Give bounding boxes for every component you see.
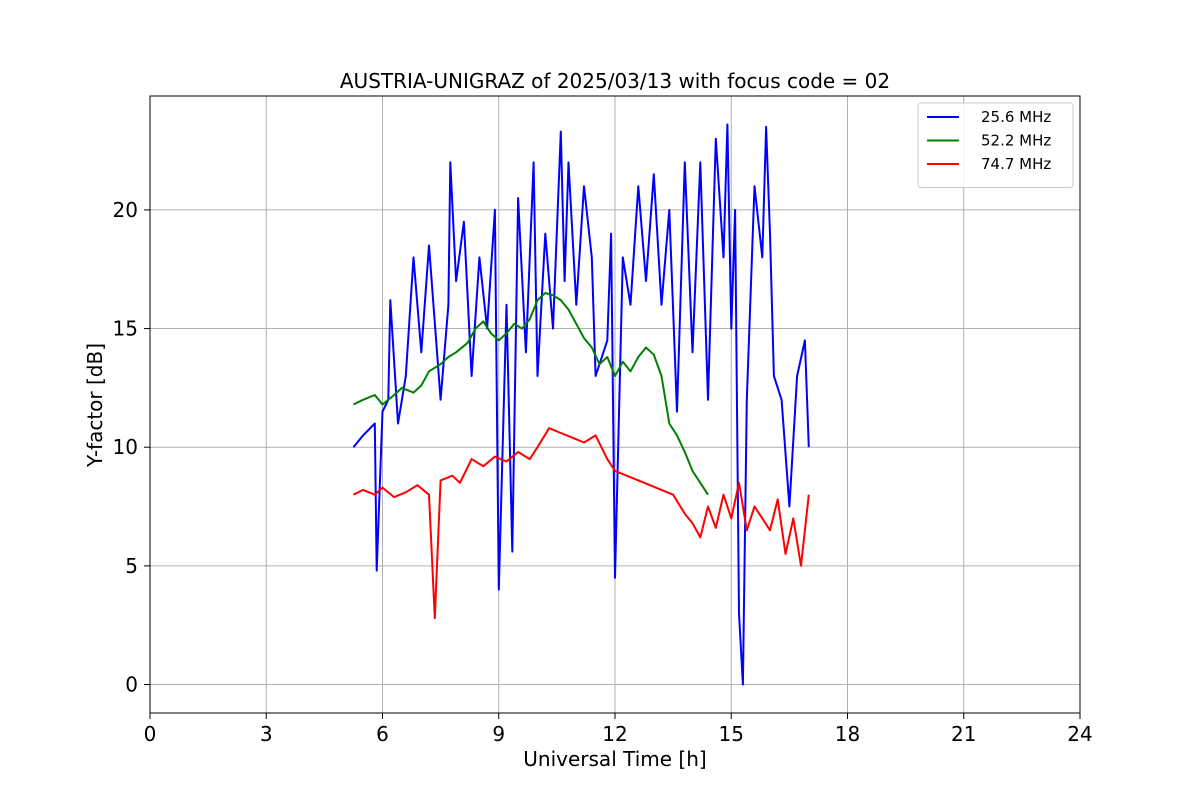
series-line-1 xyxy=(352,123,810,686)
y-axis-label: Y-factor [dB] xyxy=(83,343,107,468)
y-tick-label: 20 xyxy=(113,198,138,222)
axis-ticks: 0 3 6 9 12 15 18 21 24 0 5 10 15 20 xyxy=(113,198,1093,746)
legend-label: 74.7 MHz xyxy=(981,155,1051,173)
legend-label: 25.6 MHz xyxy=(981,108,1051,126)
y-tick-label: 0 xyxy=(125,673,138,697)
y-tick-label: 15 xyxy=(113,317,138,341)
legend-label: 52.2 MHz xyxy=(981,132,1051,150)
y-tick-label: 10 xyxy=(113,435,138,459)
y-tick-label: 5 xyxy=(125,554,138,578)
series-line-3 xyxy=(352,427,810,620)
x-tick-label: 15 xyxy=(719,722,744,746)
legend: 25.6 MHz 52.2 MHz 74.7 MHz xyxy=(917,102,1074,188)
x-tick-label: 18 xyxy=(835,722,860,746)
x-tick-label: 9 xyxy=(492,722,505,746)
series-line-2 xyxy=(352,292,709,496)
legend-box xyxy=(917,102,1074,188)
x-axis-label: Universal Time [h] xyxy=(523,747,706,771)
x-tick-label: 24 xyxy=(1067,722,1092,746)
grid xyxy=(149,96,1081,713)
chart-title: AUSTRIA-UNIGRAZ of 2025/03/13 with focus… xyxy=(340,69,890,93)
x-tick-label: 21 xyxy=(951,722,976,746)
plot-area xyxy=(352,123,810,686)
x-tick-label: 0 xyxy=(144,722,157,746)
x-tick-label: 3 xyxy=(260,722,273,746)
x-tick-label: 6 xyxy=(376,722,389,746)
x-tick-label: 12 xyxy=(602,722,627,746)
